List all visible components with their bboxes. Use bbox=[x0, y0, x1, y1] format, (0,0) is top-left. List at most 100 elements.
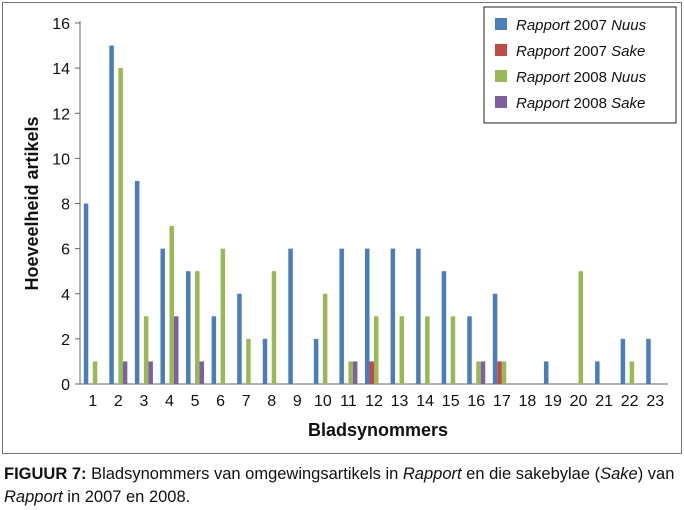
y-tick-label: 12 bbox=[52, 106, 70, 123]
x-tick-label: 7 bbox=[242, 393, 251, 410]
bar-2008-nuus-14 bbox=[425, 316, 430, 384]
y-tick-label: 2 bbox=[61, 332, 70, 349]
y-tick-label: 16 bbox=[52, 16, 70, 33]
x-tick-label: 13 bbox=[391, 393, 409, 410]
bar-2008-sake-5 bbox=[199, 361, 205, 384]
legend-swatch-0 bbox=[495, 18, 507, 30]
bar-2008-nuus-16 bbox=[476, 361, 481, 384]
y-tick-label: 8 bbox=[61, 197, 70, 214]
legend-box bbox=[483, 6, 677, 124]
bar-2008-sake-2 bbox=[122, 361, 128, 384]
x-tick-label: 16 bbox=[467, 393, 485, 410]
x-tick-label: 23 bbox=[646, 393, 664, 410]
legend-swatch-2 bbox=[495, 70, 507, 82]
legend-entry-2: Rapport 2008 Nuus bbox=[516, 69, 647, 86]
bar-2007-nuus-21 bbox=[595, 361, 600, 384]
x-tick-label: 12 bbox=[365, 393, 383, 410]
bar-2008-nuus-10 bbox=[322, 293, 328, 384]
bar-2007-sake-17 bbox=[497, 361, 502, 384]
bar-2007-sake-12 bbox=[369, 361, 374, 384]
y-tick-label: 6 bbox=[61, 242, 70, 259]
x-tick-label: 3 bbox=[139, 393, 148, 410]
bar-2008-sake-11 bbox=[352, 361, 358, 384]
bar-2007-nuus-2 bbox=[109, 45, 114, 384]
legend-entry-1: Rapport 2007 Sake bbox=[516, 43, 645, 60]
y-axis-title: Hoeveelheid artikels bbox=[22, 116, 42, 290]
x-tick-label: 1 bbox=[88, 393, 97, 410]
caption-italic-3: Rapport bbox=[4, 488, 63, 506]
legend-swatch-1 bbox=[495, 44, 507, 56]
x-tick-label: 10 bbox=[314, 393, 332, 410]
x-tick-label: 20 bbox=[570, 393, 588, 410]
bar-2007-nuus-6 bbox=[211, 316, 217, 384]
x-tick-label: 8 bbox=[267, 393, 276, 410]
bar-2007-nuus-13 bbox=[390, 248, 396, 384]
bar-2007-nuus-4 bbox=[160, 248, 165, 384]
x-tick-label: 15 bbox=[442, 393, 460, 410]
y-tick-label: 10 bbox=[52, 151, 70, 168]
x-tick-label: 5 bbox=[191, 393, 200, 410]
bar-2008-sake-16 bbox=[480, 361, 486, 384]
bar-2007-nuus-14 bbox=[416, 248, 421, 384]
chart-frame: 0 2 4 6 8 10 12 14 16 1 2 3 4 5 6 7 8 9 10 11 12 13 14 15 16 17 18… bbox=[2, 2, 682, 454]
bar-2008-nuus-13 bbox=[399, 316, 405, 384]
bar-2007-nuus-10 bbox=[313, 338, 319, 384]
x-tick-label: 9 bbox=[293, 393, 302, 410]
bar-2008-nuus-22 bbox=[629, 361, 635, 384]
bar-2007-nuus-12 bbox=[365, 248, 370, 384]
bar-2008-nuus-4 bbox=[169, 226, 174, 384]
legend-entry-0: Rapport 2007 Nuus bbox=[516, 17, 647, 34]
caption-text-3: ) van bbox=[637, 465, 675, 483]
bar-2007-nuus-17 bbox=[492, 293, 498, 384]
x-tick-label: 17 bbox=[493, 393, 511, 410]
bar-2008-nuus-3 bbox=[143, 316, 149, 384]
caption-text-2: en die sakebylae ( bbox=[461, 465, 601, 483]
y-tick-label: 4 bbox=[61, 287, 70, 304]
bar-2008-nuus-12 bbox=[374, 316, 379, 384]
x-tick-label: 6 bbox=[216, 393, 225, 410]
bar-2007-nuus-3 bbox=[134, 180, 140, 384]
x-tick-label: 19 bbox=[544, 393, 562, 410]
y-tick-label: 0 bbox=[61, 377, 70, 394]
legend-entry-3: Rapport 2008 Sake bbox=[516, 95, 645, 112]
x-tick-label: 11 bbox=[340, 393, 357, 410]
bar-2008-sake-3 bbox=[148, 361, 153, 384]
caption-text-1: Bladsynommers van omgewingsartikels in bbox=[86, 465, 403, 483]
caption-italic-1: Rapport bbox=[402, 465, 462, 483]
bar-2008-nuus-8 bbox=[271, 271, 277, 384]
bar-2008-nuus-11 bbox=[348, 361, 353, 384]
bar-2008-nuus-1 bbox=[92, 361, 98, 384]
x-tick-label: 18 bbox=[518, 393, 536, 410]
bar-2007-nuus-8 bbox=[262, 338, 268, 384]
x-tick-label: 14 bbox=[416, 393, 434, 410]
x-tick-label: 2 bbox=[114, 393, 123, 410]
bar-2007-nuus-23 bbox=[646, 338, 651, 384]
bar-2008-nuus-17 bbox=[501, 361, 507, 384]
caption-label: FIGUUR 7: bbox=[4, 465, 87, 483]
x-tick-label: 21 bbox=[595, 393, 613, 410]
bar-2007-nuus-19 bbox=[543, 361, 549, 384]
caption-text-4: in 2007 en 2008. bbox=[62, 488, 191, 506]
bar-2008-nuus-15 bbox=[450, 316, 456, 384]
bar-2008-sake-4 bbox=[173, 316, 179, 384]
bar-2008-nuus-6 bbox=[220, 248, 226, 384]
bar-2007-nuus-22 bbox=[620, 338, 626, 384]
bar-2007-nuus-7 bbox=[237, 293, 242, 384]
x-tick-label: 4 bbox=[165, 393, 174, 410]
bar-2008-nuus-5 bbox=[195, 271, 200, 384]
bar-2008-nuus-20 bbox=[578, 271, 584, 384]
bar-2007-nuus-1 bbox=[83, 203, 89, 384]
caption-italic-2: Sake bbox=[600, 465, 638, 483]
bar-2007-nuus-9 bbox=[288, 248, 293, 384]
bar-2007-nuus-15 bbox=[441, 271, 447, 384]
bar-2007-nuus-16 bbox=[467, 316, 472, 384]
bar-2008-nuus-7 bbox=[246, 338, 251, 384]
x-tick-label: 22 bbox=[621, 393, 639, 410]
figure-caption: FIGUUR 7: Bladsynommers van omgewingsart… bbox=[4, 463, 680, 509]
bar-2008-nuus-2 bbox=[118, 68, 123, 384]
legend-swatch-3 bbox=[495, 96, 507, 108]
bar-2007-nuus-11 bbox=[339, 248, 344, 384]
x-axis-title: Bladsynommers bbox=[308, 420, 448, 440]
y-tick-label: 14 bbox=[52, 61, 70, 78]
